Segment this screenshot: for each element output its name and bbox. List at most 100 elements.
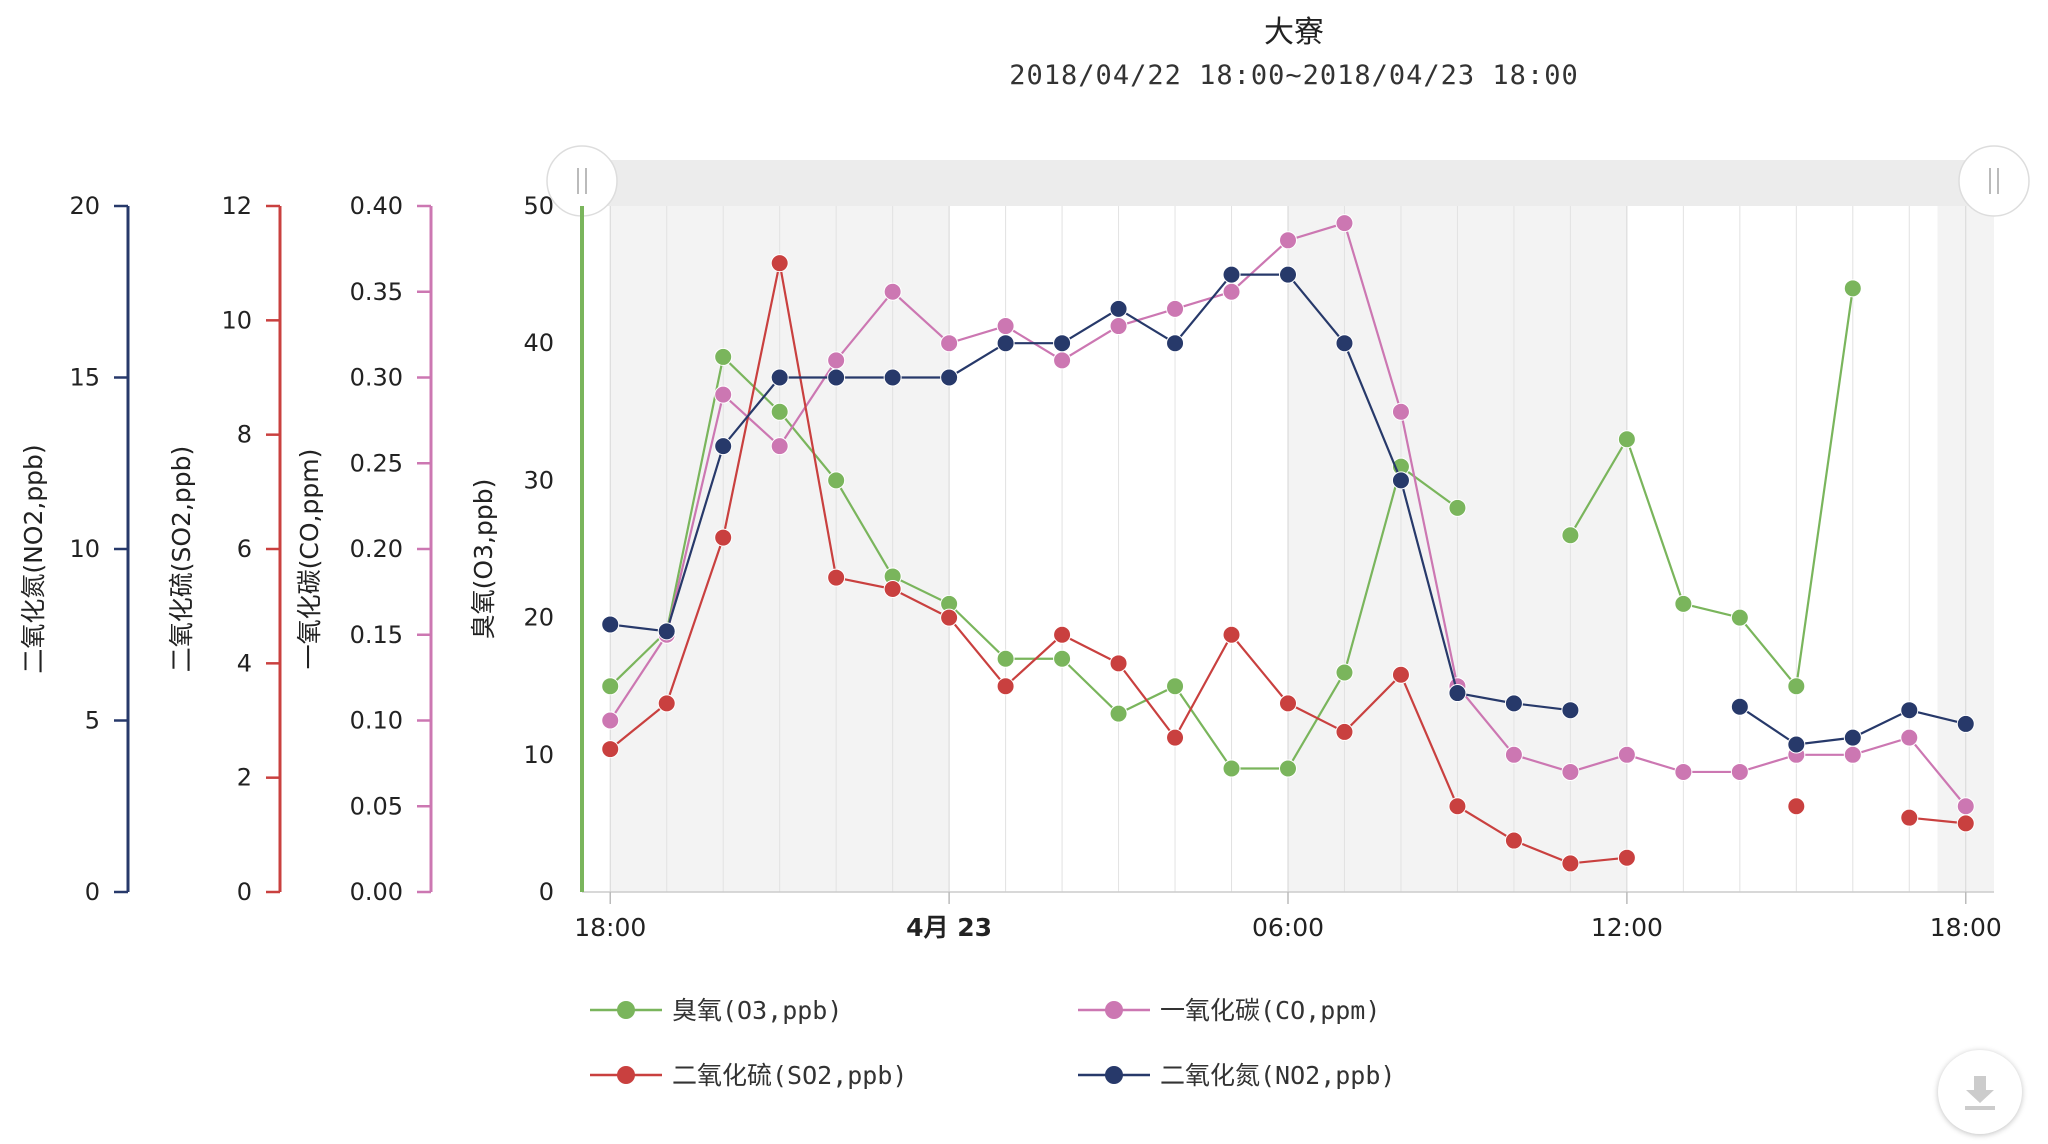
point-no2ppb-4[interactable] <box>827 368 846 387</box>
legend[interactable]: 臭氧(O3,ppb) 一氧化碳(CO,ppm) 二氧化硫(SO2,ppb) 二氧化氮(… <box>590 996 1395 1090</box>
legend-item-o3ppb[interactable]: 臭氧(O3,ppb) <box>590 996 842 1025</box>
point-so2ppb-15[interactable] <box>1448 797 1467 816</box>
point-coppm-4[interactable] <box>827 351 846 370</box>
point-coppm-13[interactable] <box>1335 214 1354 233</box>
point-no2ppb-7[interactable] <box>996 334 1015 353</box>
point-so2ppb-2[interactable] <box>714 528 733 547</box>
point-o3ppb-3[interactable] <box>770 402 789 421</box>
point-no2ppb-5[interactable] <box>883 368 902 387</box>
point-so2ppb-24[interactable] <box>1956 814 1975 833</box>
y-tick-label-o3-3: 30 <box>523 466 554 494</box>
point-coppm-20[interactable] <box>1730 762 1749 781</box>
point-no2ppb-1[interactable] <box>657 622 676 641</box>
point-so2ppb-17[interactable] <box>1561 854 1580 873</box>
point-coppm-6[interactable] <box>940 334 959 353</box>
point-so2ppb-10[interactable] <box>1166 728 1185 747</box>
point-coppm-8[interactable] <box>1053 351 1072 370</box>
point-no2ppb-14[interactable] <box>1391 471 1410 490</box>
point-no2ppb-12[interactable] <box>1279 265 1297 284</box>
point-o3ppb-0[interactable] <box>601 677 620 696</box>
point-no2ppb-23[interactable] <box>1900 701 1919 720</box>
point-coppm-2[interactable] <box>714 385 733 404</box>
point-so2ppb-12[interactable] <box>1279 694 1297 713</box>
legend-item-no2ppb[interactable]: 二氧化氮(NO2,ppb) <box>1078 1061 1395 1090</box>
y-tick-label-co-6: 0.30 <box>350 364 403 392</box>
point-no2ppb-20[interactable] <box>1730 697 1749 716</box>
point-o3ppb-9[interactable] <box>1109 704 1128 723</box>
point-coppm-3[interactable] <box>770 437 789 456</box>
point-coppm-12[interactable] <box>1279 231 1297 250</box>
point-no2ppb-13[interactable] <box>1335 334 1354 353</box>
point-o3ppb-19[interactable] <box>1674 594 1693 613</box>
point-so2ppb-8[interactable] <box>1053 625 1072 644</box>
point-no2ppb-0[interactable] <box>601 615 620 634</box>
series-layer <box>601 214 1975 873</box>
point-so2ppb-4[interactable] <box>827 568 846 587</box>
point-no2ppb-21[interactable] <box>1787 735 1806 754</box>
point-so2ppb-23[interactable] <box>1900 808 1919 827</box>
point-so2ppb-5[interactable] <box>883 580 902 599</box>
point-coppm-16[interactable] <box>1504 745 1523 764</box>
point-o3ppb-13[interactable] <box>1335 663 1354 682</box>
point-o3ppb-12[interactable] <box>1279 759 1297 778</box>
point-so2ppb-13[interactable] <box>1335 722 1354 741</box>
point-o3ppb-20[interactable] <box>1730 608 1749 627</box>
point-no2ppb-3[interactable] <box>770 368 789 387</box>
point-no2ppb-11[interactable] <box>1222 265 1241 284</box>
y-tick-label-o3-0: 0 <box>539 878 554 906</box>
navigator-track[interactable] <box>582 160 1994 206</box>
point-so2ppb-14[interactable] <box>1391 665 1410 684</box>
point-o3ppb-18[interactable] <box>1617 430 1636 449</box>
legend-item-so2ppb[interactable]: 二氧化硫(SO2,ppb) <box>590 1061 907 1090</box>
download-button[interactable] <box>1938 1050 2022 1134</box>
point-coppm-17[interactable] <box>1561 762 1580 781</box>
range-navigator[interactable] <box>546 145 2030 217</box>
legend-item-coppm[interactable]: 一氧化碳(CO,ppm) <box>1078 996 1380 1025</box>
point-coppm-9[interactable] <box>1109 317 1128 336</box>
point-so2ppb-11[interactable] <box>1222 625 1241 644</box>
point-coppm-11[interactable] <box>1222 282 1241 301</box>
point-coppm-19[interactable] <box>1674 762 1693 781</box>
point-so2ppb-7[interactable] <box>996 677 1015 696</box>
point-o3ppb-10[interactable] <box>1166 677 1185 696</box>
point-so2ppb-6[interactable] <box>940 608 959 627</box>
point-no2ppb-6[interactable] <box>940 368 959 387</box>
point-coppm-5[interactable] <box>883 282 902 301</box>
point-coppm-18[interactable] <box>1617 745 1636 764</box>
point-so2ppb-3[interactable] <box>770 254 789 273</box>
point-coppm-7[interactable] <box>996 317 1015 336</box>
point-o3ppb-2[interactable] <box>714 347 733 366</box>
point-so2ppb-21[interactable] <box>1787 797 1806 816</box>
point-coppm-10[interactable] <box>1166 299 1185 318</box>
navigator-handle-left[interactable] <box>546 145 618 217</box>
point-so2ppb-0[interactable] <box>601 740 620 759</box>
point-so2ppb-9[interactable] <box>1109 654 1128 673</box>
series-line-so2ppb-2 <box>1909 816 1966 825</box>
navigator-handle-right[interactable] <box>1958 145 2030 217</box>
point-no2ppb-16[interactable] <box>1504 694 1523 713</box>
point-coppm-22[interactable] <box>1843 745 1862 764</box>
point-o3ppb-7[interactable] <box>996 649 1015 668</box>
point-o3ppb-8[interactable] <box>1053 649 1072 668</box>
point-so2ppb-1[interactable] <box>657 694 676 713</box>
point-no2ppb-2[interactable] <box>714 437 733 456</box>
point-no2ppb-8[interactable] <box>1053 334 1072 353</box>
point-no2ppb-10[interactable] <box>1166 334 1185 353</box>
point-no2ppb-9[interactable] <box>1109 299 1128 318</box>
point-o3ppb-4[interactable] <box>827 471 846 490</box>
point-coppm-23[interactable] <box>1900 728 1919 747</box>
point-coppm-14[interactable] <box>1391 402 1410 421</box>
point-so2ppb-18[interactable] <box>1617 848 1636 867</box>
point-o3ppb-21[interactable] <box>1787 677 1806 696</box>
point-no2ppb-22[interactable] <box>1843 728 1862 747</box>
point-coppm-0[interactable] <box>601 711 620 730</box>
point-o3ppb-22[interactable] <box>1843 279 1862 298</box>
point-no2ppb-15[interactable] <box>1448 684 1467 703</box>
point-coppm-24[interactable] <box>1956 797 1975 816</box>
point-so2ppb-16[interactable] <box>1504 831 1523 850</box>
point-o3ppb-15[interactable] <box>1448 498 1467 517</box>
point-no2ppb-17[interactable] <box>1561 701 1580 720</box>
point-o3ppb-11[interactable] <box>1222 759 1241 778</box>
point-no2ppb-24[interactable] <box>1956 714 1975 733</box>
point-o3ppb-17[interactable] <box>1561 526 1580 545</box>
